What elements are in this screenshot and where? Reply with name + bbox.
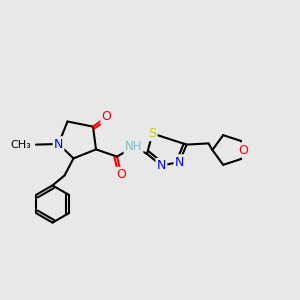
- Text: NH: NH: [125, 140, 142, 154]
- Text: S: S: [148, 127, 156, 140]
- Text: N: N: [157, 159, 166, 172]
- Text: O: O: [239, 143, 248, 157]
- Text: N: N: [54, 137, 63, 151]
- Text: O: O: [102, 110, 111, 124]
- Text: O: O: [117, 168, 126, 181]
- Text: N: N: [175, 155, 184, 169]
- Text: CH₃: CH₃: [11, 140, 32, 150]
